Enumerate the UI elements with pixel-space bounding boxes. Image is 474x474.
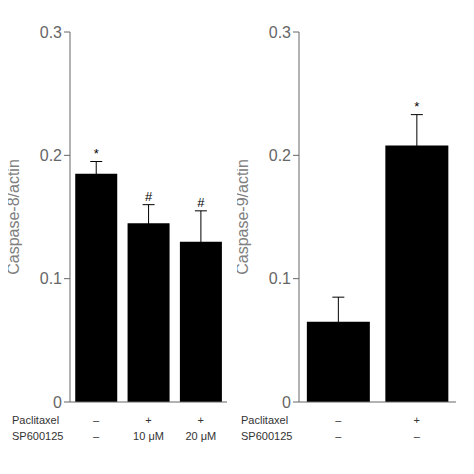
svg-text:*: * xyxy=(414,99,419,114)
svg-text:0.2: 0.2 xyxy=(269,147,291,164)
svg-text:Caspase-8/actin: Caspase-8/actin xyxy=(8,159,22,275)
svg-text:Paclitaxel: Paclitaxel xyxy=(241,414,288,426)
svg-text:0.2: 0.2 xyxy=(40,147,62,164)
svg-text:0: 0 xyxy=(282,394,291,411)
svg-text:–: – xyxy=(93,414,100,426)
svg-text:0.1: 0.1 xyxy=(40,270,62,287)
svg-text:#: # xyxy=(145,189,153,204)
svg-text:#: # xyxy=(197,195,205,210)
svg-text:–: – xyxy=(335,414,342,426)
svg-text:+: + xyxy=(414,414,420,426)
svg-text:10 μM: 10 μM xyxy=(133,430,164,442)
svg-text:0: 0 xyxy=(53,394,62,411)
svg-text:+: + xyxy=(145,414,151,426)
svg-text:0.3: 0.3 xyxy=(40,24,62,41)
svg-text:+: + xyxy=(198,414,204,426)
svg-text:–: – xyxy=(335,430,342,442)
svg-text:0.1: 0.1 xyxy=(269,270,291,287)
svg-text:0.3: 0.3 xyxy=(269,24,291,41)
svg-text:–: – xyxy=(93,430,100,442)
svg-text:*: * xyxy=(94,146,99,161)
svg-text:Paclitaxel: Paclitaxel xyxy=(12,414,59,426)
svg-text:20 μM: 20 μM xyxy=(185,430,216,442)
svg-text:SP600125: SP600125 xyxy=(241,430,292,442)
svg-text:SP600125: SP600125 xyxy=(12,430,63,442)
svg-text:–: – xyxy=(414,430,421,442)
svg-text:Caspase-9/actin: Caspase-9/actin xyxy=(237,159,251,275)
